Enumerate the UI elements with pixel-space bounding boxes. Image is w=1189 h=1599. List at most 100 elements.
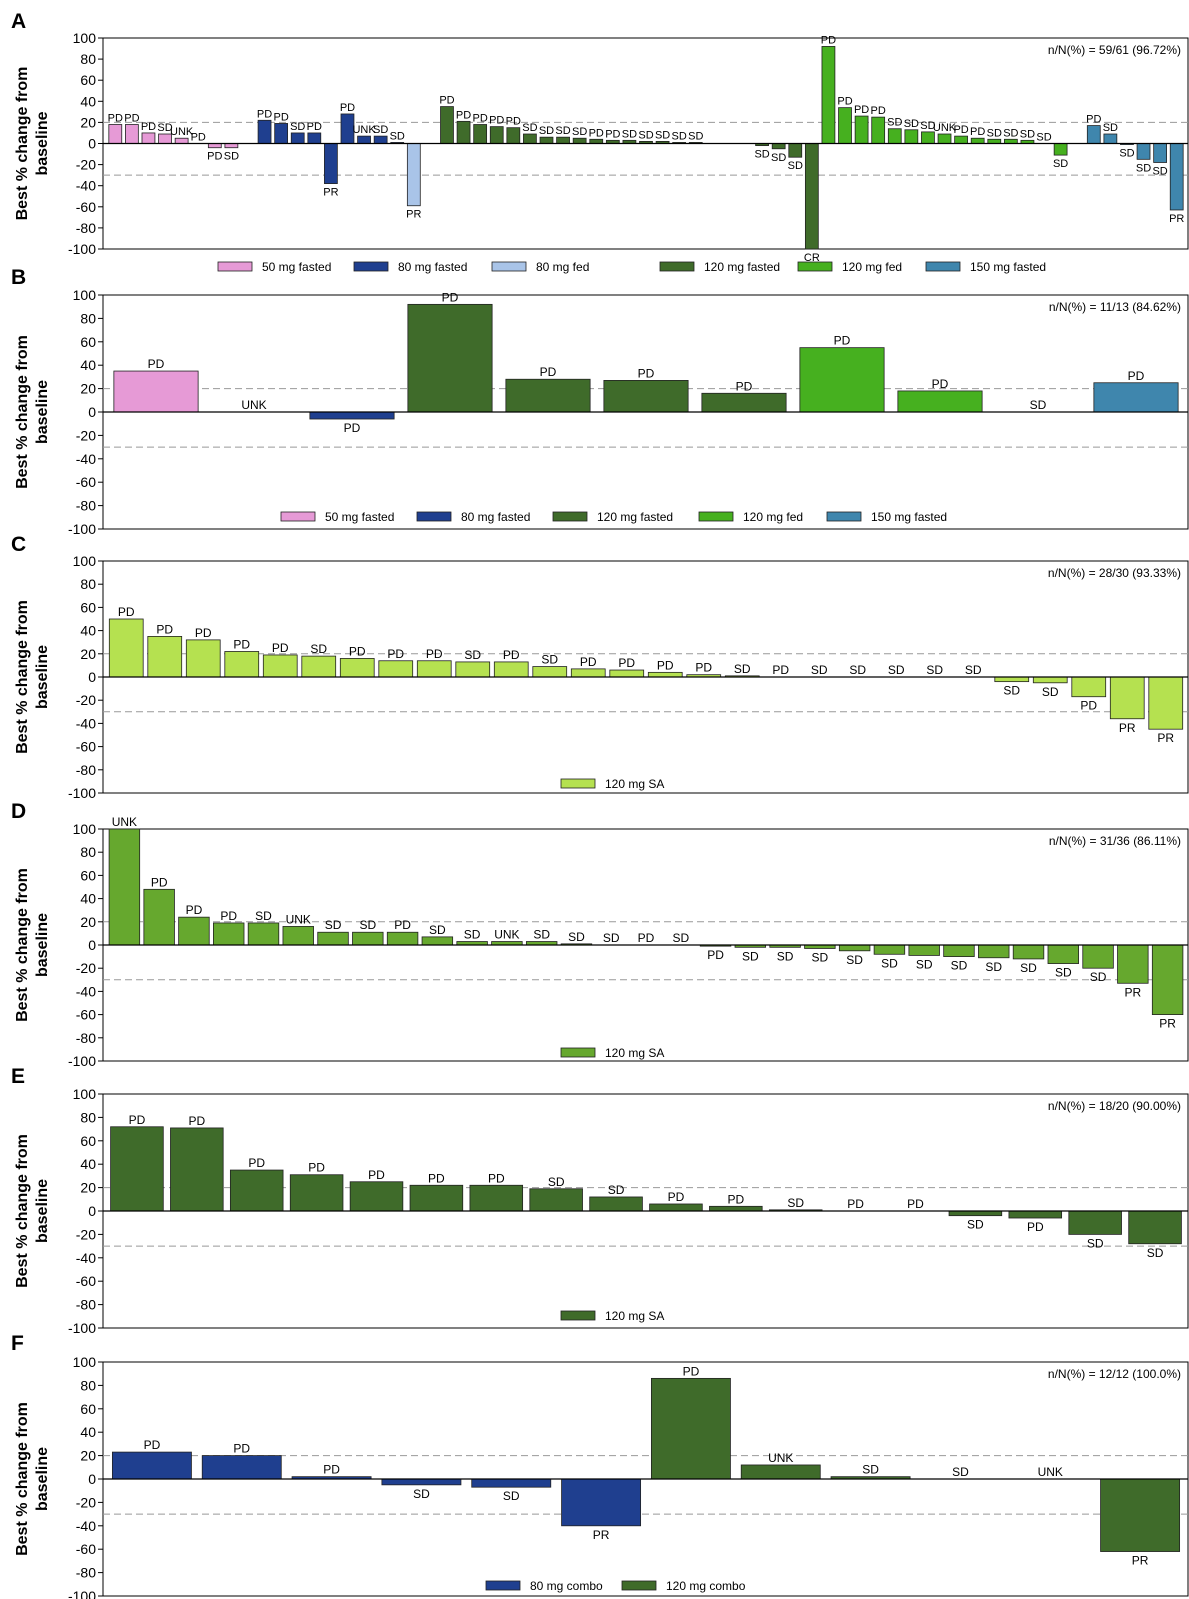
y-tick-label: -100 [68, 1588, 96, 1599]
bar [647, 671, 683, 678]
bar-label: PR [1159, 1017, 1176, 1031]
y-tick-label: -20 [76, 1494, 96, 1510]
bar [740, 1464, 821, 1480]
y-tick-label: -100 [68, 785, 96, 801]
y-axis-label-line: baseline [34, 645, 51, 709]
bar-label: SD [1020, 961, 1037, 975]
bar [113, 370, 199, 413]
panel-d: D Best % change from baseline 100 80 60 40 20 0 -… [11, 800, 1189, 1069]
bar-label: PR [1119, 721, 1136, 735]
y-tick-label: -80 [76, 1030, 96, 1046]
bar [1003, 138, 1018, 144]
bar [289, 1174, 344, 1212]
bar [147, 636, 183, 678]
bar [143, 888, 175, 946]
bar-label: SD [655, 129, 670, 141]
bar [473, 124, 488, 144]
panel-letter: D [11, 800, 26, 823]
bar-label: SD [1087, 1236, 1104, 1250]
bar-label: PD [580, 655, 597, 669]
bar [701, 392, 787, 413]
bar-label: SD [888, 663, 905, 677]
bar-label: PD [953, 124, 968, 136]
bar [201, 1455, 282, 1480]
legend-label: 80 mg combo [530, 1579, 603, 1593]
legend-label: 150 mg fasted [871, 510, 947, 524]
bar-label: PD [456, 109, 471, 121]
bar [1071, 676, 1107, 698]
response-annotation: n/N(%) = 31/36 (86.11%) [1049, 834, 1181, 848]
y-axis-label-line: Best % change from [14, 1134, 31, 1288]
bar-label: SD [1103, 122, 1118, 134]
bar-label: PD [1128, 369, 1145, 383]
legend-label: 80 mg fasted [461, 510, 530, 524]
legend-swatch [485, 1580, 521, 1591]
bar-label: PD [387, 647, 404, 661]
y-axis-label: Best % change from baseline [14, 1402, 51, 1556]
bar [1047, 944, 1079, 964]
y-tick-label: 0 [88, 669, 96, 685]
bar-label: PD [847, 1197, 864, 1211]
bar-label: SD [965, 663, 982, 677]
bar [987, 138, 1002, 144]
bar-label: PD [821, 34, 836, 46]
y-tick-label: 80 [80, 310, 96, 326]
bar-label: SD [429, 923, 446, 937]
bar [141, 132, 156, 144]
bar-label: PD [871, 105, 886, 117]
bar-label: PD [854, 104, 869, 116]
bar [1032, 676, 1068, 684]
bar [307, 132, 322, 144]
bar-label: SD [812, 950, 829, 964]
y-tick-label: -100 [68, 521, 96, 537]
bar [937, 133, 952, 144]
bar [108, 828, 141, 946]
panel-letter: F [11, 1332, 24, 1355]
bar-label: SD [1036, 132, 1051, 144]
bar [887, 128, 902, 144]
bar [838, 107, 852, 144]
bar-label: PR [406, 209, 421, 221]
bar [1117, 944, 1149, 984]
bar [1086, 125, 1101, 144]
legend-swatch [353, 261, 389, 272]
y-tick-label: 20 [80, 114, 96, 130]
bar-label: SD [603, 931, 620, 945]
y-tick-label: -80 [76, 498, 96, 514]
bar [709, 1205, 763, 1212]
bar-label: SD [572, 126, 587, 138]
y-tick-label: -40 [76, 178, 96, 194]
bar-label: PD [156, 622, 173, 636]
y-tick-label: 80 [80, 844, 96, 860]
bar-label: SD [555, 125, 570, 137]
bar [529, 1188, 583, 1212]
y-tick-label: 80 [80, 1377, 96, 1393]
bar [339, 658, 375, 678]
bar [556, 136, 570, 144]
bar-label: SD [533, 928, 550, 942]
y-tick-label: -60 [76, 1541, 96, 1557]
bar [873, 944, 906, 955]
bar-label: SD [608, 1183, 625, 1197]
bar [650, 1377, 731, 1480]
bar-label: SD [464, 928, 481, 942]
panel-c: C Best % change from baseline 100 80 60 40 20 0 -… [11, 533, 1189, 801]
bar [349, 1181, 404, 1212]
bar [257, 119, 272, 144]
bar [1169, 143, 1184, 211]
bar [373, 135, 388, 144]
y-tick-label: -60 [76, 1273, 96, 1289]
y-tick-label: -80 [76, 1297, 96, 1313]
bar [493, 661, 529, 678]
bar [572, 137, 587, 144]
bar-label: SD [862, 1463, 879, 1477]
legend-label: 120 mg SA [605, 777, 664, 791]
y-tick-label: 80 [80, 576, 96, 592]
bar-label: SD [1042, 685, 1059, 699]
bar [274, 123, 289, 144]
bar [185, 639, 221, 678]
legend-swatch [416, 511, 452, 522]
bar-label: SD [1152, 165, 1167, 177]
bar [943, 944, 975, 958]
bar [108, 618, 144, 678]
